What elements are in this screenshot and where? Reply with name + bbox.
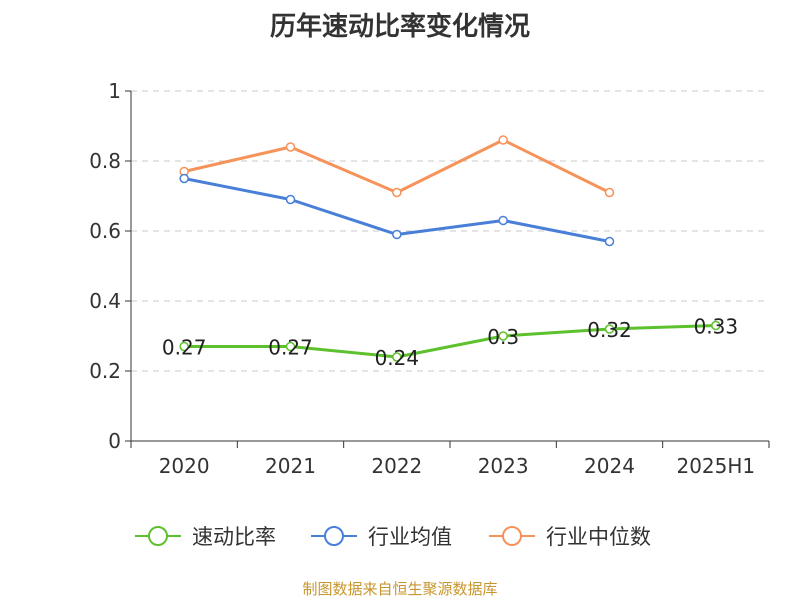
data-point: [604, 187, 615, 198]
data-point: [498, 331, 508, 341]
legend-label: 行业中位数: [546, 525, 651, 549]
y-tick-label: 0.8: [89, 149, 121, 173]
data-point: [392, 352, 402, 362]
legend-label: 速动比率: [192, 525, 276, 549]
data-point: [711, 320, 721, 331]
legend-item: 行业中位数: [489, 525, 651, 549]
data-label: 0.32: [587, 318, 632, 342]
data-point: [604, 324, 615, 334]
y-tick-label: 0.6: [89, 219, 121, 243]
x-tick-label: 2020: [159, 454, 210, 478]
y-tick-label: 0.4: [89, 289, 121, 313]
data-point: [392, 229, 402, 240]
data-label: 0.33: [694, 315, 739, 339]
data-label: 0.27: [162, 336, 207, 360]
source-note: 制图数据来自恒生聚源数据库: [302, 580, 498, 598]
legend-item: 行业均值: [311, 525, 452, 549]
legend-item: 速动比率: [135, 525, 276, 549]
data-label: 0.24: [375, 346, 420, 370]
y-tick-label: 1: [108, 79, 121, 103]
legend-marker: [148, 526, 168, 546]
legend: 速动比率 行业均值 行业中位数: [135, 525, 651, 549]
x-tick-label: 2021: [265, 454, 316, 478]
data-labels: 0.27 0.27 0.24 0.3 0.32 0.33: [162, 315, 738, 371]
data-point: [498, 215, 508, 226]
legend-marker: [502, 526, 522, 546]
series-line: [184, 324, 716, 359]
data-point: [392, 187, 402, 198]
data-label: 0.3: [487, 325, 519, 349]
y-tick-label: 0.2: [89, 359, 121, 383]
x-tick-label: 2024: [584, 454, 635, 478]
x-tick-label: 2025H1: [676, 454, 755, 478]
x-tick-label: 2023: [478, 454, 529, 478]
data-point: [604, 236, 615, 247]
chart-title: 历年速动比率变化情况: [269, 12, 530, 42]
data-label: 0.27: [268, 336, 313, 360]
series-line: [183, 138, 611, 194]
data-point: [285, 194, 296, 205]
legend-label: 行业均值: [368, 525, 452, 549]
series: [179, 135, 721, 362]
data-point: [498, 135, 508, 145]
x-tick-label: 2022: [371, 454, 422, 478]
data-point: [179, 341, 189, 352]
y-tick-label: 0: [108, 429, 121, 453]
axes: 0 0.2 0.4 0.6 0.8 1 2020 2021 2022 2023 2024 2025H1: [89, 79, 770, 478]
data-point: [285, 341, 296, 352]
legend-marker: [324, 526, 344, 546]
data-point: [179, 173, 189, 184]
data-point: [285, 142, 296, 152]
grid-lines: [131, 90, 769, 372]
